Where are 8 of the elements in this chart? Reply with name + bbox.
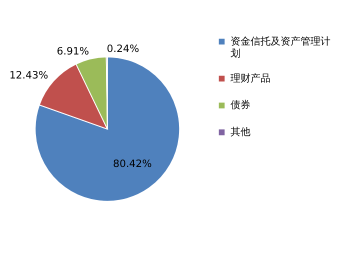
legend-label: 资金信托及资产管理计划 (230, 35, 331, 60)
data-label: 0.24% (106, 44, 140, 56)
data-label: 6.91% (56, 46, 90, 58)
legend-label: 债券 (230, 99, 251, 112)
data-label: 12.43% (9, 70, 48, 82)
legend-label: 其他 (230, 126, 251, 138)
data-label: 80.42% (113, 159, 152, 170)
legend-label: 理财产品 (230, 72, 271, 84)
